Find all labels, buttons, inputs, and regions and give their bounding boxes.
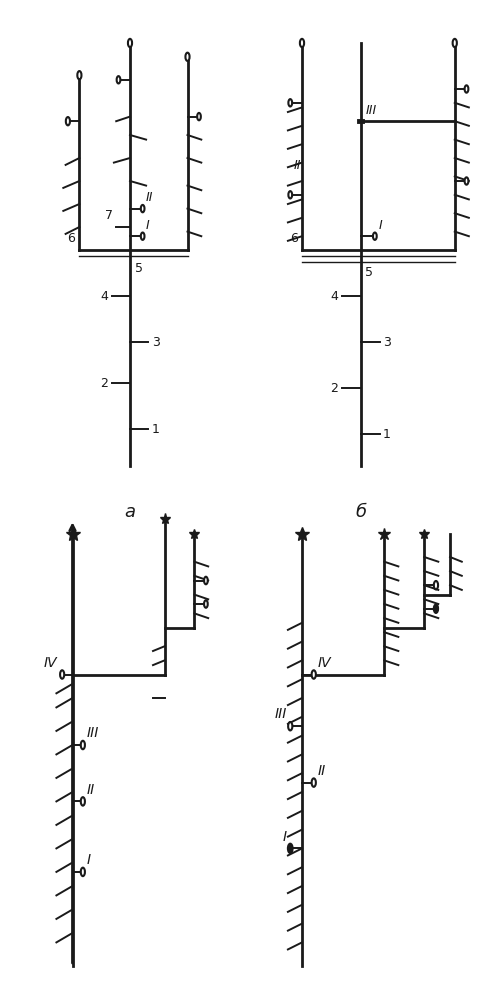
Circle shape	[60, 670, 64, 679]
Circle shape	[464, 177, 468, 185]
Circle shape	[204, 600, 208, 608]
Circle shape	[452, 39, 457, 47]
Circle shape	[288, 844, 292, 853]
Circle shape	[312, 670, 316, 679]
Text: 1: 1	[152, 423, 160, 436]
Text: III: III	[366, 104, 376, 117]
Circle shape	[128, 39, 132, 47]
Text: I: I	[86, 853, 90, 867]
Text: III: III	[86, 726, 99, 740]
Text: 7: 7	[105, 209, 113, 222]
Circle shape	[81, 797, 85, 806]
Circle shape	[312, 778, 316, 787]
Text: 5: 5	[134, 261, 142, 274]
Text: IV: IV	[318, 656, 331, 670]
Circle shape	[66, 117, 70, 125]
Text: 2: 2	[330, 381, 338, 394]
Text: IV: IV	[44, 656, 58, 670]
Text: I: I	[146, 219, 150, 232]
Circle shape	[288, 722, 292, 730]
Circle shape	[373, 233, 376, 240]
Text: 5: 5	[366, 266, 374, 279]
Circle shape	[141, 205, 144, 212]
Text: II: II	[86, 783, 94, 797]
Text: 1: 1	[383, 428, 391, 440]
Circle shape	[81, 741, 85, 749]
Text: I: I	[378, 219, 382, 232]
Circle shape	[204, 577, 208, 584]
Circle shape	[116, 76, 120, 83]
Circle shape	[81, 868, 85, 876]
Text: 6: 6	[290, 232, 298, 245]
Text: II: II	[294, 159, 301, 172]
Circle shape	[141, 233, 144, 240]
Circle shape	[288, 191, 292, 198]
Text: 4: 4	[100, 290, 108, 302]
Text: III: III	[274, 708, 286, 722]
Circle shape	[78, 71, 82, 79]
Text: II: II	[318, 764, 326, 778]
Text: 3: 3	[383, 336, 391, 349]
Circle shape	[197, 113, 201, 120]
Text: б: б	[355, 503, 366, 521]
Circle shape	[434, 581, 438, 589]
Text: a: a	[124, 503, 136, 521]
Text: 6: 6	[67, 232, 75, 245]
Circle shape	[288, 99, 292, 106]
Circle shape	[434, 604, 438, 613]
Text: 2: 2	[100, 377, 108, 390]
Circle shape	[464, 85, 468, 93]
Circle shape	[186, 53, 190, 61]
Text: I: I	[282, 830, 286, 844]
Text: II: II	[146, 191, 153, 204]
Text: 3: 3	[152, 336, 160, 349]
Text: 4: 4	[330, 290, 338, 302]
Circle shape	[300, 39, 304, 47]
